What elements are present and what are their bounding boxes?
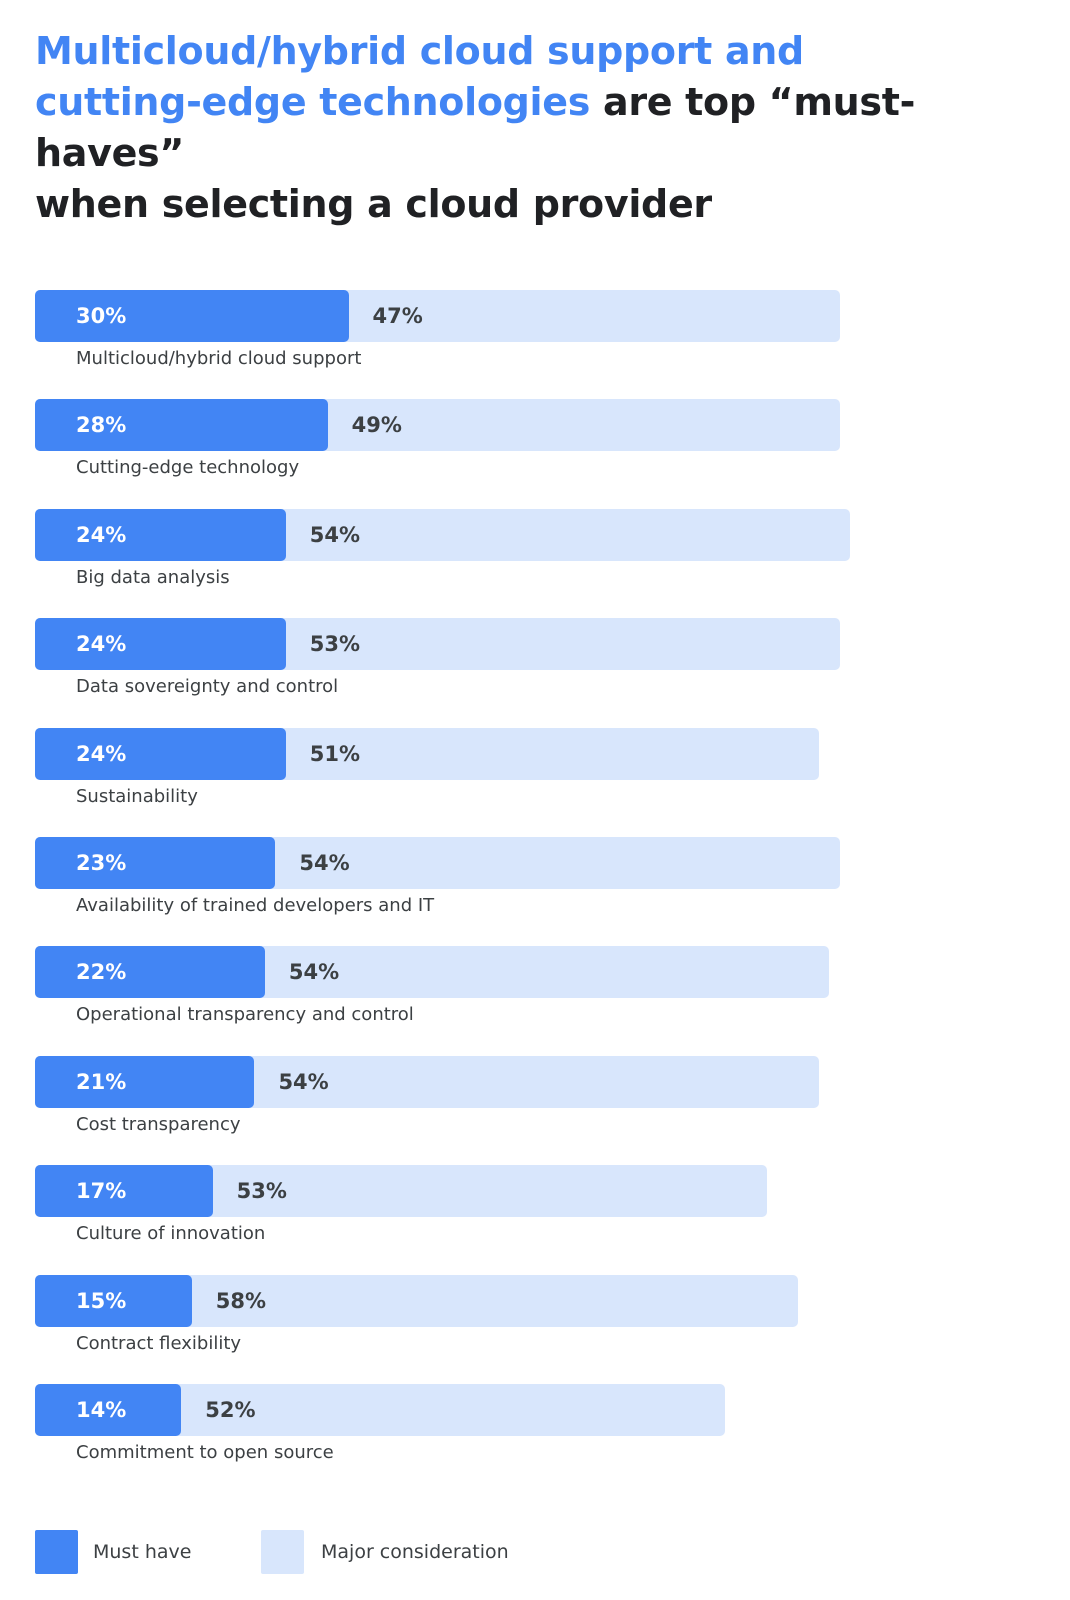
category-label: Big data analysis [76, 567, 230, 588]
chart-title: Multicloud/hybrid cloud support and cutt… [35, 26, 1045, 230]
bar-major-consideration: 15% 58% [35, 1275, 798, 1327]
data-label-must-have: 28% [76, 413, 127, 437]
title-highlight-line-2: cutting-edge technologies [35, 80, 591, 124]
data-label-must-have: 15% [76, 1289, 127, 1313]
bar-major-consideration: 24% 51% [35, 728, 819, 780]
bar-major-consideration: 22% 54% [35, 946, 830, 998]
bar-must-have [35, 1384, 182, 1436]
category-label: Cutting-edge technology [76, 457, 300, 478]
title-highlight-line-1: Multicloud/hybrid cloud support and [35, 29, 804, 73]
data-label-major-consideration: 54% [309, 523, 361, 547]
data-label-major-consideration: 58% [215, 1289, 267, 1313]
bar-must-have [35, 509, 286, 561]
bar-must-have [35, 1275, 192, 1327]
category-label: Culture of innovation [76, 1223, 266, 1244]
bar-major-consideration: 24% 53% [35, 618, 840, 670]
legend-label-major-consideration: Major consideration [321, 1541, 509, 1563]
category-label: Availability of trained developers and I… [76, 895, 435, 916]
bar-must-have [35, 618, 286, 670]
data-label-major-consideration: 49% [351, 413, 402, 437]
bar-must-have [35, 728, 286, 780]
legend-swatch-must-have [35, 1530, 78, 1574]
legend-swatch-major-consideration [261, 1530, 304, 1574]
bar-major-consideration: 17% 53% [35, 1165, 767, 1217]
legend: Must have Major consideration [35, 1530, 735, 1574]
category-label: Operational transparency and control [76, 1004, 414, 1025]
data-label-major-consideration: 53% [309, 632, 361, 656]
bar-must-have [35, 946, 265, 998]
bar-major-consideration: 14% 52% [35, 1384, 725, 1436]
data-label-major-consideration: 54% [299, 851, 350, 875]
bar-major-consideration: 28% 49% [35, 399, 840, 451]
data-label-must-have: 22% [76, 960, 127, 984]
bar-must-have [35, 399, 328, 451]
data-label-major-consideration: 54% [288, 960, 340, 984]
category-label: Commitment to open source [76, 1442, 334, 1463]
bar-must-have [35, 1056, 255, 1108]
bar-major-consideration: 21% 54% [35, 1056, 819, 1108]
title-rest-line-3: when selecting a cloud provider [35, 182, 712, 226]
data-label-must-have: 24% [76, 523, 127, 547]
category-label: Sustainability [76, 786, 198, 807]
bar-major-consideration: 23% 54% [35, 837, 840, 889]
category-label: Contract flexibility [76, 1333, 242, 1354]
bar-major-consideration: 24% 54% [35, 509, 851, 561]
bar-must-have [35, 1165, 213, 1217]
data-label-major-consideration: 47% [372, 304, 423, 328]
data-label-major-consideration: 52% [205, 1398, 256, 1422]
category-label: Cost transparency [76, 1114, 241, 1135]
category-label: Data sovereignty and control [76, 676, 339, 697]
data-label-must-have: 17% [76, 1179, 127, 1203]
data-label-must-have: 24% [76, 742, 127, 766]
data-label-major-consideration: 51% [309, 742, 361, 766]
bar-must-have [35, 290, 349, 342]
category-label: Multicloud/hybrid cloud support [76, 348, 362, 369]
data-label-must-have: 30% [76, 304, 127, 328]
data-label-must-have: 21% [76, 1070, 127, 1094]
bar-major-consideration: 30% 47% [35, 290, 840, 342]
data-label-must-have: 14% [76, 1398, 127, 1422]
data-label-must-have: 24% [76, 632, 127, 656]
data-label-major-consideration: 54% [278, 1070, 329, 1094]
bar-must-have [35, 837, 276, 889]
title-rest-line-2: are top “must-haves” [35, 80, 916, 175]
legend-label-must-have: Must have [93, 1541, 192, 1563]
data-label-major-consideration: 53% [236, 1179, 287, 1203]
data-label-must-have: 23% [76, 851, 127, 875]
